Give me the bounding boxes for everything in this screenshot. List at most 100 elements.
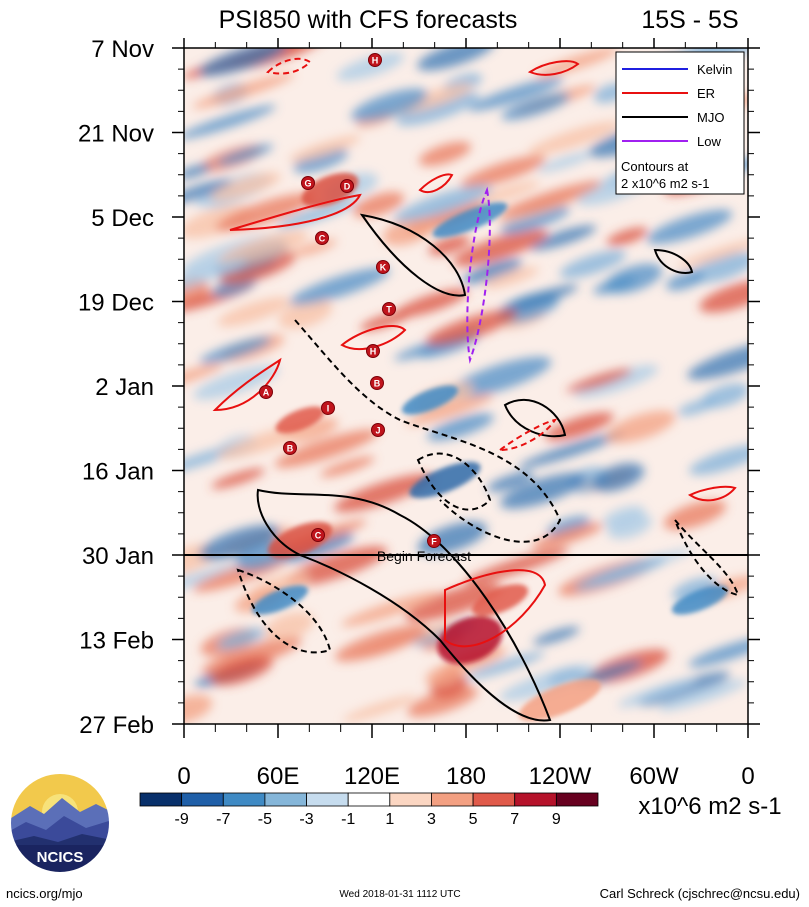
storm-marker-label: C <box>319 234 326 244</box>
field-anomaly <box>453 229 549 267</box>
footer-author: Carl Schreck (cjschrec@ncsu.edu) <box>600 886 800 901</box>
y-tick-label: 2 Jan <box>95 374 154 401</box>
field-anomaly <box>184 694 213 724</box>
contour <box>466 186 491 364</box>
field-anomaly <box>672 577 719 602</box>
field-anomaly <box>566 368 633 393</box>
legend-note-1: Contours at <box>621 159 689 174</box>
field-anomaly <box>334 473 435 513</box>
field-anomaly <box>341 591 441 627</box>
footer-url: ncics.org/mjo <box>6 886 83 901</box>
field-anomaly <box>527 121 620 156</box>
storm-marker-icon <box>321 401 335 415</box>
contour <box>687 485 737 502</box>
contour <box>212 357 282 412</box>
field-anomaly <box>278 299 333 329</box>
field-anomaly <box>500 206 570 234</box>
field-anomaly <box>606 227 648 246</box>
region-label: 15S - 5S <box>641 6 738 34</box>
colorbar-swatch <box>555 792 599 807</box>
field-anomaly <box>217 230 309 267</box>
contour <box>340 325 407 350</box>
field-anomaly <box>199 337 272 364</box>
storm-marker-icon <box>382 302 396 316</box>
field-anomaly <box>677 398 717 416</box>
y-tick-label: 19 Dec <box>78 290 154 317</box>
legend-label: MJO <box>697 110 724 125</box>
colorbar-swatch <box>264 792 307 807</box>
logo-text: NCICS <box>37 849 84 866</box>
colorbar-tick-label: 7 <box>510 811 519 828</box>
storm-marker-icon <box>259 385 273 399</box>
storm-marker-icon <box>301 176 315 190</box>
field-anomaly <box>487 472 534 492</box>
field-anomaly <box>499 664 595 701</box>
colorbar: -9 -7 -5 -3 -1 1 3 5 7 9 <box>139 792 599 828</box>
contour <box>416 452 492 511</box>
field-anomaly <box>663 500 727 530</box>
field-anomaly <box>407 686 478 717</box>
field-anomaly <box>687 340 748 380</box>
field-anomaly <box>198 48 288 77</box>
colorbar-tick-label: 3 <box>427 811 436 828</box>
storm-marker-icon <box>311 528 325 542</box>
contour <box>653 248 694 274</box>
contour <box>496 418 558 452</box>
field-anomaly <box>288 135 361 162</box>
field-anomaly <box>460 155 547 189</box>
y-tick-label: 7 Nov <box>91 36 154 63</box>
field-anomaly <box>352 192 405 218</box>
x-tick-label: 120W <box>529 763 592 790</box>
field-anomaly <box>605 410 676 444</box>
field-anomaly <box>500 284 579 313</box>
field-anomaly <box>360 310 411 331</box>
field-anomaly <box>393 184 492 222</box>
storm-marker-label: C <box>315 531 322 541</box>
field-anomaly <box>688 636 748 668</box>
field-anomaly <box>646 209 733 244</box>
field-anomaly <box>468 77 564 112</box>
field-anomaly <box>533 626 580 645</box>
storm-markers: H G D C K T H B A I J B C F <box>259 53 441 548</box>
field-anomaly <box>334 624 428 662</box>
field-anomaly <box>602 505 645 528</box>
field-core-anomaly <box>518 679 602 721</box>
field-anomaly <box>351 88 428 122</box>
field-anomaly <box>396 92 480 126</box>
storm-marker-label: T <box>386 305 392 315</box>
y-tick-label: 30 Jan <box>82 543 154 570</box>
x-tick-label: 0 <box>741 763 754 790</box>
storm-marker-label: A <box>263 388 270 398</box>
contour <box>418 173 454 194</box>
field-anomaly <box>470 181 541 207</box>
field-anomaly <box>217 297 291 327</box>
field-anomaly <box>658 679 747 712</box>
field-anomaly <box>417 48 495 71</box>
colorbar-swatch <box>306 792 349 807</box>
contour <box>266 57 312 75</box>
y-tick-label: 27 Feb <box>79 712 154 739</box>
field-core-anomaly <box>471 584 529 616</box>
x-tick-label: 60E <box>257 763 300 790</box>
field-anomaly <box>289 267 391 306</box>
field-anomaly <box>689 444 748 475</box>
field-anomaly <box>617 678 698 708</box>
field-anomaly <box>462 259 523 284</box>
colorbar-swatch <box>514 792 557 807</box>
field-anomaly <box>425 664 461 687</box>
field-core-anomaly <box>251 585 309 615</box>
contour <box>444 569 547 648</box>
field-anomaly <box>342 695 417 722</box>
colorbar-swatch <box>472 792 516 807</box>
storm-marker-icon <box>427 534 441 548</box>
field-anomaly <box>592 463 645 492</box>
field-anomaly <box>466 651 545 680</box>
x-tick-label: 120E <box>344 763 400 790</box>
y-tick-label: 16 Jan <box>82 459 154 486</box>
field-anomaly <box>215 193 314 232</box>
x-tick-label: 180 <box>446 763 486 790</box>
field-anomaly <box>216 627 266 650</box>
x-tick-label: 60W <box>629 763 679 790</box>
field-anomaly <box>483 267 539 289</box>
